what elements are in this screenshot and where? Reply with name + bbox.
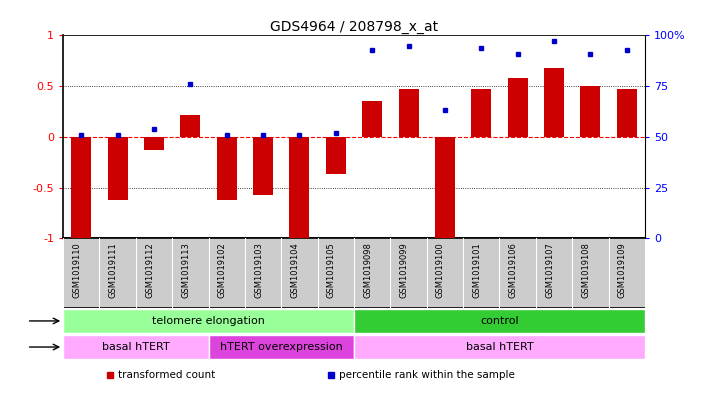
Text: basal hTERT: basal hTERT [102, 342, 170, 352]
Bar [508, 78, 528, 137]
Bar [180, 114, 200, 137]
Text: GSM1019113: GSM1019113 [182, 242, 191, 298]
Bar [499, 238, 536, 308]
Bar [136, 238, 172, 308]
Bar [536, 238, 572, 308]
Bar [63, 335, 209, 359]
Bar [399, 89, 418, 137]
Bar [362, 101, 382, 137]
Bar [63, 309, 354, 333]
Bar [209, 335, 354, 359]
Text: percentile rank within the sample: percentile rank within the sample [339, 369, 515, 380]
Bar [471, 89, 491, 137]
Bar [217, 137, 237, 200]
Text: GSM1019108: GSM1019108 [581, 242, 590, 298]
Text: telomere elongation: telomere elongation [152, 316, 265, 326]
Text: GSM1019109: GSM1019109 [618, 242, 627, 298]
Bar [354, 309, 645, 333]
Bar [172, 238, 209, 308]
Bar [463, 238, 499, 308]
Text: GSM1019099: GSM1019099 [400, 242, 409, 298]
Bar [245, 238, 281, 308]
Text: GSM1019111: GSM1019111 [109, 242, 118, 298]
Bar [209, 238, 245, 308]
Bar [572, 238, 608, 308]
Bar [144, 137, 164, 150]
Text: GSM1019112: GSM1019112 [145, 242, 154, 298]
Bar [290, 137, 309, 238]
Text: GSM1019100: GSM1019100 [436, 242, 445, 298]
Text: GSM1019110: GSM1019110 [72, 242, 81, 298]
Text: GSM1019103: GSM1019103 [254, 242, 263, 298]
Bar [281, 238, 318, 308]
Bar [63, 238, 100, 308]
Text: basal hTERT: basal hTERT [465, 342, 533, 352]
Bar [544, 68, 564, 137]
Text: GSM1019104: GSM1019104 [290, 242, 299, 298]
Bar [108, 137, 128, 200]
Bar [390, 238, 427, 308]
Bar [354, 335, 645, 359]
Text: control: control [480, 316, 519, 326]
Bar [608, 238, 645, 308]
Bar [617, 89, 637, 137]
Bar [354, 238, 390, 308]
Bar [100, 238, 136, 308]
Text: GSM1019098: GSM1019098 [363, 242, 372, 298]
Text: GSM1019101: GSM1019101 [472, 242, 482, 298]
Bar [318, 238, 354, 308]
Text: GSM1019105: GSM1019105 [327, 242, 336, 298]
Text: GSM1019102: GSM1019102 [218, 242, 226, 298]
Text: hTERT overexpression: hTERT overexpression [220, 342, 343, 352]
Bar [580, 86, 600, 137]
Title: GDS4964 / 208798_x_at: GDS4964 / 208798_x_at [270, 20, 438, 34]
Bar [435, 137, 455, 238]
Bar [326, 137, 346, 174]
Bar [253, 137, 273, 195]
Text: transformed count: transformed count [118, 369, 216, 380]
Text: GSM1019106: GSM1019106 [509, 242, 517, 298]
Bar [427, 238, 463, 308]
Text: GSM1019107: GSM1019107 [545, 242, 554, 298]
Bar [72, 137, 91, 238]
